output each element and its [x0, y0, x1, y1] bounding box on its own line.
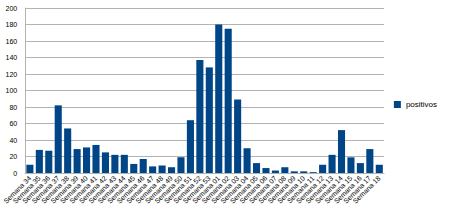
- svg-text:Semana 12: Semana 12: [294, 174, 326, 205]
- svg-text:Semana 44: Semana 44: [96, 174, 127, 205]
- svg-text:Semana 47: Semana 47: [124, 174, 156, 205]
- svg-text:Semana 45: Semana 45: [106, 174, 137, 205]
- svg-text:Semana 43: Semana 43: [87, 174, 118, 205]
- svg-text:positivos: positivos: [406, 100, 437, 109]
- svg-text:Semana 11: Semana 11: [285, 174, 316, 205]
- svg-text:180: 180: [5, 21, 17, 28]
- svg-text:Semana 36: Semana 36: [21, 174, 52, 205]
- svg-text:Semana 05: Semana 05: [228, 174, 259, 205]
- svg-text:80: 80: [9, 104, 17, 111]
- svg-text:Semana 49: Semana 49: [143, 174, 174, 205]
- svg-text:Semana 07: Semana 07: [247, 174, 278, 205]
- svg-text:Semana 50: Semana 50: [153, 174, 184, 205]
- svg-text:Semana 08: Semana 08: [257, 174, 288, 205]
- svg-text:200: 200: [5, 5, 17, 12]
- svg-text:160: 160: [5, 38, 17, 45]
- svg-text:Semana 01: Semana 01: [191, 174, 222, 205]
- svg-text:60: 60: [9, 120, 17, 127]
- svg-text:Semana 38: Semana 38: [39, 174, 71, 205]
- svg-text:Semana 15: Semana 15: [323, 174, 354, 205]
- svg-text:Semana 52: Semana 52: [172, 174, 203, 205]
- svg-text:Semana 17: Semana 17: [342, 174, 373, 205]
- svg-text:Semana 34: Semana 34: [2, 174, 33, 205]
- svg-text:Semana 37: Semana 37: [30, 174, 61, 205]
- svg-text:Semana 14: Semana 14: [313, 174, 344, 205]
- svg-text:Semana 10: Semana 10: [276, 174, 307, 205]
- svg-text:Semana 18: Semana 18: [352, 174, 382, 204]
- svg-text:Semana 06: Semana 06: [238, 174, 269, 205]
- svg-text:Semana 35: Semana 35: [11, 174, 42, 205]
- svg-text:Semana 13: Semana 13: [304, 174, 335, 205]
- svg-text:Semana 16: Semana 16: [332, 174, 363, 205]
- svg-text:120: 120: [5, 71, 17, 78]
- svg-text:Semana 42: Semana 42: [77, 174, 108, 205]
- svg-text:Semana 48: Semana 48: [134, 174, 165, 205]
- svg-text:140: 140: [5, 54, 17, 61]
- svg-text:Semana 03: Semana 03: [209, 174, 241, 205]
- svg-text:Semana 09: Semana 09: [266, 174, 297, 205]
- svg-text:Semana 04: Semana 04: [219, 174, 250, 205]
- svg-text:40: 40: [9, 137, 17, 144]
- svg-text:Semana 41: Semana 41: [68, 174, 99, 205]
- svg-text:0: 0: [13, 170, 17, 177]
- svg-text:Semana 39: Semana 39: [49, 174, 80, 205]
- svg-text:Semana 46: Semana 46: [115, 174, 146, 205]
- svg-text:Semana 02: Semana 02: [200, 174, 231, 205]
- svg-text:Semana 51: Semana 51: [162, 174, 193, 205]
- svg-text:100: 100: [5, 87, 17, 94]
- svg-text:Semana 53: Semana 53: [181, 174, 212, 205]
- svg-text:Semana 40: Semana 40: [58, 174, 89, 205]
- svg-text:20: 20: [9, 153, 17, 160]
